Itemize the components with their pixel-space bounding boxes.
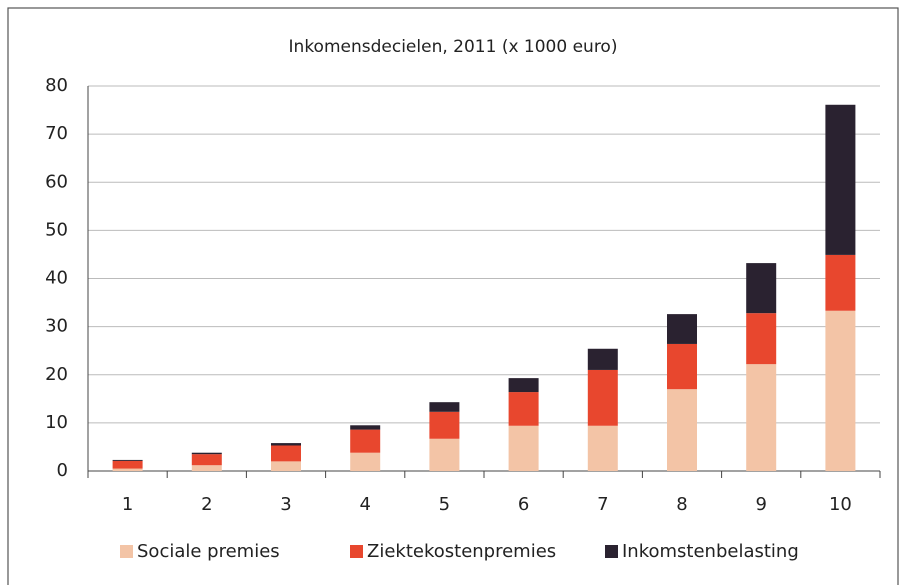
bar-segment	[746, 263, 777, 314]
x-tick-label: 5	[439, 494, 450, 515]
y-tick-label: 50	[45, 219, 68, 240]
legend-swatch	[350, 545, 363, 558]
chart-title: Inkomensdecielen, 2011 (x 1000 euro)	[289, 37, 618, 57]
bar-segment	[112, 468, 143, 471]
x-tick-label: 9	[755, 494, 766, 515]
bar-segment	[350, 425, 381, 430]
legend-label: Inkomstenbelasting	[622, 541, 799, 562]
bar-segment	[825, 254, 856, 311]
bar-segment	[746, 313, 777, 365]
bar-segment	[587, 369, 618, 426]
bar-segment	[271, 445, 301, 462]
y-tick-label: 60	[45, 171, 68, 192]
bar-segment	[508, 392, 539, 426]
x-tick-label: 2	[201, 494, 212, 515]
legend-label: Sociale premies	[137, 541, 280, 562]
y-tick-label: 30	[45, 316, 68, 337]
bar-segment	[429, 438, 460, 471]
y-tick-label: 20	[45, 364, 68, 385]
bar-segment	[271, 461, 301, 471]
bar-segment	[667, 343, 697, 390]
legend-swatch	[120, 545, 133, 558]
bar-segment	[667, 389, 697, 471]
bar-segment	[746, 364, 777, 471]
x-tick-label: 8	[676, 494, 687, 515]
bar-segment	[429, 402, 460, 412]
bar-segment	[350, 452, 381, 471]
y-tick-label: 70	[45, 123, 68, 144]
bar-segment	[508, 378, 539, 393]
x-tick-label: 4	[359, 494, 370, 515]
frame	[7, 7, 899, 585]
bar-segment	[191, 452, 222, 455]
x-tick-label: 10	[829, 494, 852, 515]
bar-segment	[191, 465, 222, 471]
bar-segment	[667, 314, 697, 344]
bar-segment	[350, 429, 381, 453]
bar-segment	[825, 310, 856, 471]
x-tick-label: 7	[597, 494, 608, 515]
bar-segment	[825, 104, 856, 255]
y-tick-label: 40	[45, 268, 68, 289]
y-tick-label: 80	[45, 75, 68, 96]
x-tick-label: 3	[280, 494, 291, 515]
x-tick-label: 1	[122, 494, 133, 515]
bar-segment	[112, 459, 143, 461]
bar-segment	[587, 425, 618, 471]
bar-segment	[271, 443, 301, 446]
bar-segment	[508, 425, 539, 471]
legend-label: Ziektekostenpremies	[367, 541, 556, 562]
x-tick-label: 6	[518, 494, 529, 515]
bar-segment	[587, 348, 618, 370]
bar-segment	[191, 454, 222, 466]
bar-segment	[112, 460, 143, 469]
y-tick-label: 10	[45, 412, 68, 433]
legend-swatch	[605, 545, 618, 558]
y-tick-label: 0	[57, 460, 68, 481]
bar-segment	[429, 411, 460, 439]
